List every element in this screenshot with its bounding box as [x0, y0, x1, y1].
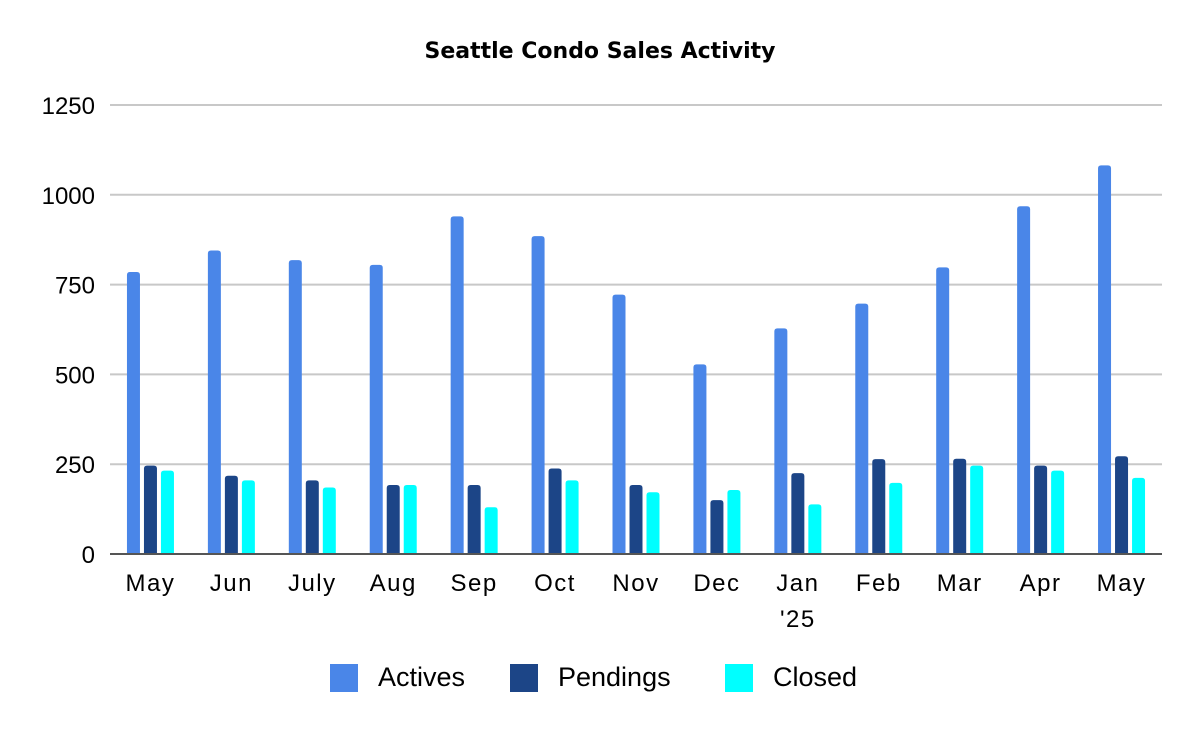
bar-actives [450, 216, 464, 555]
legend-swatch-actives [330, 664, 358, 692]
bar-actives [126, 272, 140, 554]
x-axis: May Jun July Aug Sep Oct Nov Dec Jan '25 Feb Mar Apr… [110, 553, 1162, 633]
bar-actives [288, 260, 302, 554]
bar-actives [1098, 165, 1112, 555]
bar-actives [774, 328, 788, 554]
y-tick-label: 1000 [42, 183, 95, 210]
bar-actives [369, 264, 383, 554]
bars [126, 165, 1146, 555]
bar-pendings [467, 485, 481, 554]
bar-closed [970, 465, 984, 554]
bar-closed [403, 485, 417, 554]
x-tick-label: Oct [534, 570, 576, 597]
bar-closed [808, 504, 822, 554]
bar-pendings [386, 485, 400, 554]
bar-pendings [143, 465, 157, 554]
x-tick-label: May [126, 570, 176, 597]
x-tick-label: July [288, 570, 337, 597]
x-tick-label: May [1097, 570, 1147, 597]
y-tick-label: 500 [55, 362, 95, 389]
y-tick-label: 250 [55, 452, 95, 479]
x-tick-label: Sep [451, 570, 498, 597]
y-tick-label: 750 [55, 273, 95, 300]
x-tick-label: Mar [937, 570, 983, 597]
y-tick-label: 1250 [42, 93, 95, 120]
bar-actives [1017, 206, 1031, 554]
bar-closed [322, 487, 336, 554]
bar-closed [646, 492, 660, 554]
bar-actives [855, 303, 869, 554]
bar-pendings [224, 475, 238, 554]
x-tick-label: Jan [776, 570, 819, 597]
bar-actives [612, 294, 626, 554]
bar-closed [160, 470, 174, 554]
bar-pendings [710, 500, 724, 554]
legend: Actives Pendings Closed [330, 662, 857, 692]
bar-actives [531, 236, 545, 554]
x-tick-label: Aug [370, 570, 417, 597]
gridlines [110, 104, 1162, 466]
bar-closed [889, 482, 903, 554]
bar-pendings [1034, 465, 1048, 554]
bar-pendings [1115, 456, 1129, 554]
x-tick-label: Dec [693, 570, 740, 597]
bar-pendings [953, 458, 967, 554]
legend-swatch-pendings [510, 664, 538, 692]
bar-pendings [872, 459, 886, 554]
legend-label-actives: Actives [378, 662, 465, 692]
bar-closed [1132, 477, 1146, 554]
bar-actives [207, 250, 221, 554]
x-tick-label: '25 [780, 606, 816, 633]
bar-pendings [629, 485, 643, 554]
x-tick-label: Feb [856, 570, 902, 597]
bar-pendings [548, 468, 562, 554]
legend-label-pendings: Pendings [558, 662, 671, 692]
bar-closed [727, 490, 741, 554]
bar-closed [1051, 470, 1065, 554]
chart-title: Seattle Condo Sales Activity [425, 39, 776, 64]
bar-closed [241, 480, 255, 554]
bar-closed [565, 480, 579, 554]
bar-actives [936, 267, 950, 554]
x-tick-label: Apr [1020, 570, 1062, 597]
bar-pendings [791, 473, 805, 554]
bar-actives [693, 364, 707, 554]
bar-pendings [305, 480, 319, 554]
y-tick-label: 0 [82, 542, 95, 569]
x-tick-label: Nov [612, 570, 659, 597]
legend-label-closed: Closed [773, 662, 857, 692]
x-tick-label: Jun [210, 570, 253, 597]
bar-closed [484, 507, 498, 554]
legend-swatch-closed [725, 664, 753, 692]
y-axis: 0 250 500 750 1000 1250 [42, 93, 95, 569]
